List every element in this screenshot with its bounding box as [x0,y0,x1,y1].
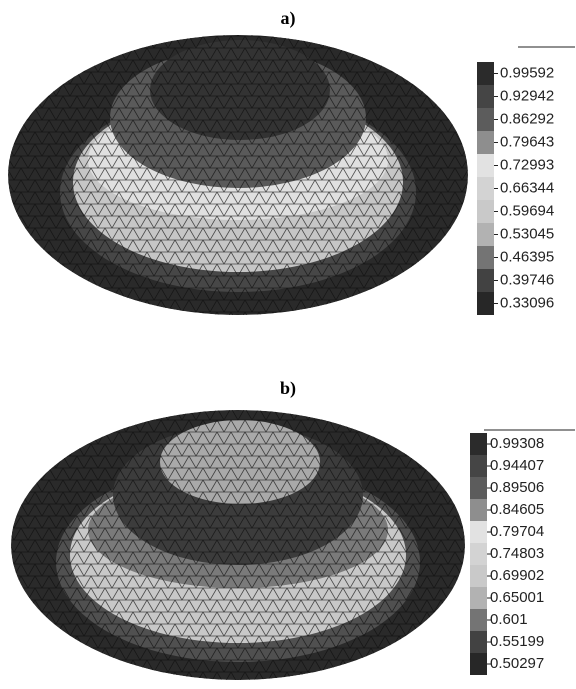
colorbar-swatch [477,223,494,246]
colorbar-swatch [477,154,494,177]
colorbar-swatch [477,200,494,223]
tick-label: 0.59694 [500,202,554,219]
tick-label: 0.99592 [500,64,554,81]
colorbar-swatch [470,653,487,675]
tick-label: 0.53045 [500,225,554,242]
tick-label: 0.72993 [500,156,554,173]
mesh-plot [0,0,480,330]
colorbar-swatch [477,62,494,85]
tick-label: 0.94407 [490,457,544,474]
colorbar-swatch [470,433,487,455]
tick-label: 0.86292 [500,110,554,127]
tick-label: 0.65001 [490,589,544,606]
tick-label: 0.66344 [500,179,554,196]
tick-label: 0.55199 [490,633,544,650]
figure: a) 0.995920.929420.862920.796430.729930.… [0,0,576,689]
colorbar: 0.99592 0.92942 0.86292 0.79643 0.72993 0.663… [477,62,554,315]
tick-label: 0.33096 [500,294,554,311]
panel-label: a) [281,8,296,29]
tick-label: 0.69902 [490,567,544,584]
colorbar-swatch [470,587,487,609]
colorbar-swatch [470,521,487,543]
colorbar-swatch [477,131,494,154]
colorbar-swatch [477,85,494,108]
tick-label: 0.92942 [500,87,554,104]
colorbar-swatch [477,177,494,200]
tick-label: 0.39746 [500,271,554,288]
tick-label: 0.99308 [490,435,544,452]
colorbar-swatch [477,246,494,269]
tick-label: 0.89506 [490,479,544,496]
tick-label: 0.79704 [490,523,544,540]
tick-label: 0.46395 [500,248,554,265]
colorbar-swatch [470,565,487,587]
colorbar-swatch [470,631,487,653]
tick-label: 0.601 [490,611,528,628]
panel-label: b) [280,378,296,399]
colorbar-swatch [470,455,487,477]
colorbar-swatch [470,543,487,565]
tick-label: 0.84605 [490,501,544,518]
colorbar-swatch [470,609,487,631]
colorbar-swatch [470,477,487,499]
tick-label: 0.50297 [490,655,544,672]
tick-label: 0.74803 [490,545,544,562]
colorbar-swatch [477,108,494,131]
colorbar-swatch [470,499,487,521]
colorbar: 0.99308 0.94407 0.89506 0.84605 0.79704 0.748… [470,433,544,675]
colorbar-swatch [477,292,494,315]
mesh-plot [0,380,480,689]
tick-label: 0.79643 [500,133,554,150]
colorbar-swatch [477,269,494,292]
